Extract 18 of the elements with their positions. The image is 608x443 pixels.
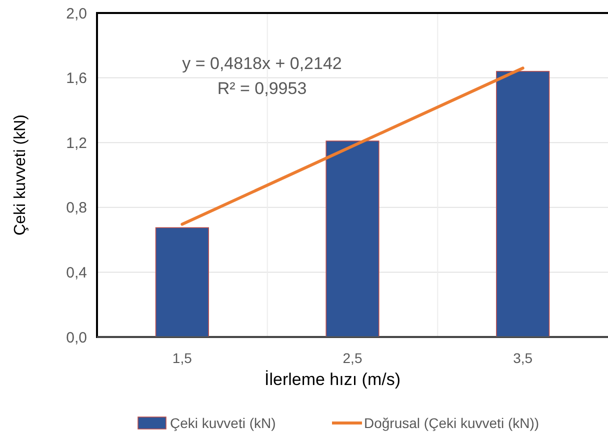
annotation: y = 0,4818x + 0,2142: [182, 54, 342, 73]
bar: [326, 140, 380, 338]
bar: [496, 70, 550, 338]
annotation: R² = 0,9953: [217, 78, 307, 98]
x-tick-label: 3,5: [513, 350, 533, 366]
x-axis-title: İlerleme hızı (m/s): [264, 370, 401, 389]
x-tick-label: 1,5: [172, 350, 192, 366]
y-axis-title: Çeki kuvveti (kN): [12, 114, 29, 236]
y-tick-label: 0,4: [66, 264, 87, 282]
y-tick-label: 1,2: [66, 134, 87, 152]
legend-label: Doğrusal (Çeki kuvveti (kN)): [364, 414, 540, 431]
x-tick-label: 2,5: [342, 350, 362, 366]
bar: [155, 227, 209, 338]
legend-label: Çeki kuvveti (kN): [170, 414, 276, 431]
y-tick-label: 2,0: [66, 5, 87, 22]
y-tick-label: 1,6: [66, 70, 87, 88]
y-tick-label: 0,0: [66, 329, 87, 346]
y-tick-label: 0,8: [66, 200, 87, 217]
